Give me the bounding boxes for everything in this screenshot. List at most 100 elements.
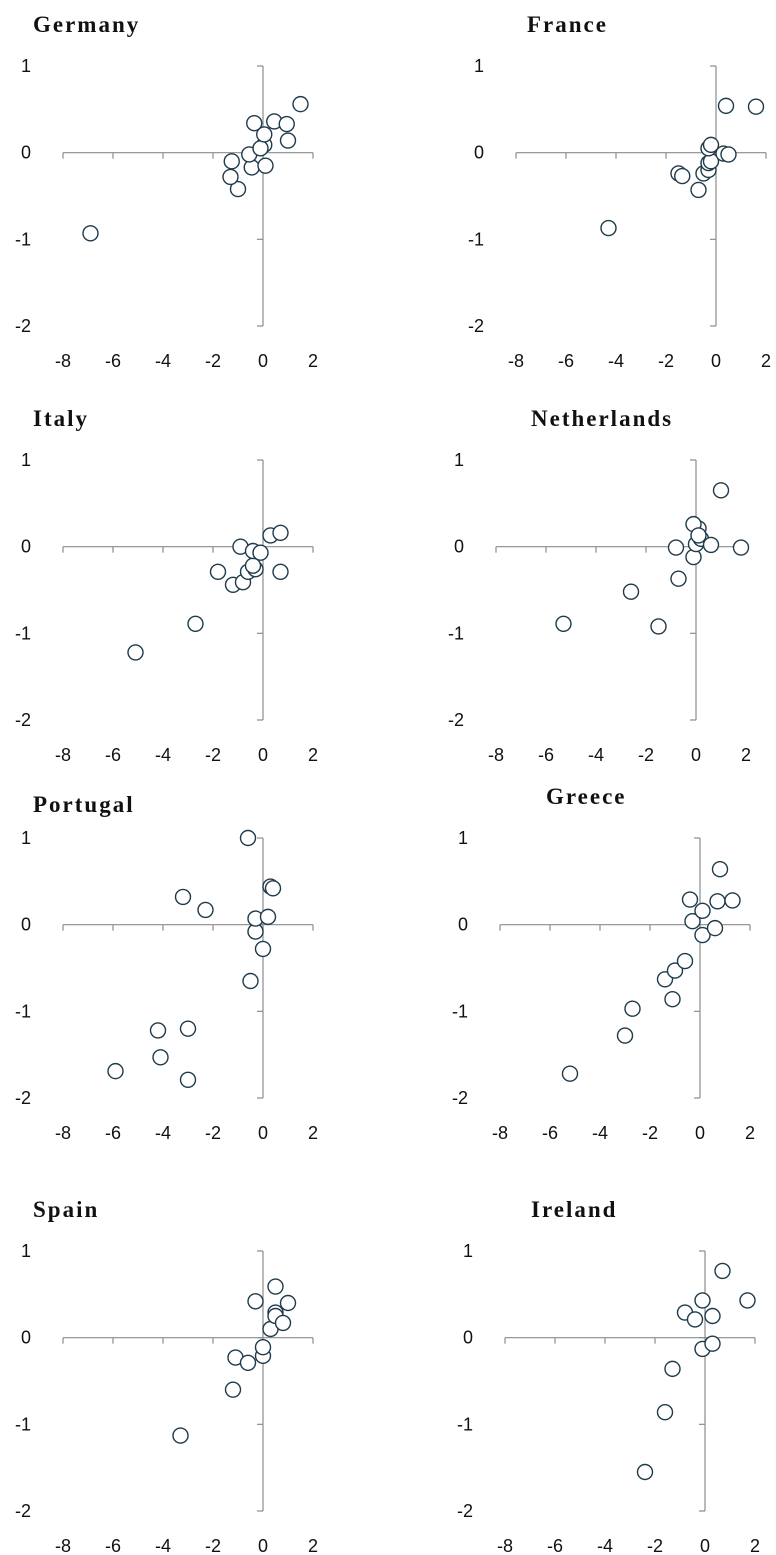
data-point <box>674 167 691 185</box>
data-point <box>711 861 729 878</box>
x-tick-label: 0 <box>700 1536 710 1555</box>
data-point <box>600 219 617 237</box>
y-tick-label: 1 <box>474 56 484 76</box>
data-point <box>292 95 309 113</box>
x-tick-label: -6 <box>547 1536 563 1555</box>
data-point <box>684 913 701 930</box>
chart-title: France <box>527 12 608 37</box>
data-point <box>690 527 707 544</box>
x-tick-label: 2 <box>741 745 751 765</box>
data-point <box>107 1062 124 1080</box>
x-tick-label: -6 <box>105 351 121 371</box>
data-point <box>709 893 726 910</box>
data-point <box>747 98 765 115</box>
data-point <box>252 544 269 561</box>
data-point <box>555 615 572 632</box>
y-tick-label: 0 <box>21 143 31 163</box>
y-tick-label: -2 <box>468 316 484 336</box>
data-point <box>702 536 720 554</box>
y-tick-label: -1 <box>468 229 484 249</box>
data-point <box>254 940 272 958</box>
data-point <box>714 1262 731 1280</box>
data-point <box>172 1427 189 1444</box>
x-tick-label: -8 <box>497 1536 513 1555</box>
y-tick-label: -2 <box>457 1501 473 1521</box>
data-point <box>187 615 204 632</box>
x-tick-label: -2 <box>658 351 674 371</box>
data-point <box>681 891 699 908</box>
y-tick-label: 0 <box>21 915 31 935</box>
data-point <box>267 1278 284 1295</box>
data-point <box>624 1000 641 1017</box>
y-tick-label: 0 <box>458 915 468 935</box>
data-point <box>209 563 227 580</box>
data-point <box>222 168 239 186</box>
x-tick-label: -4 <box>155 745 171 765</box>
y-tick-label: 0 <box>21 537 31 557</box>
x-tick-label: 0 <box>258 1123 268 1143</box>
x-tick-label: -2 <box>642 1123 658 1143</box>
data-point <box>732 539 750 556</box>
data-point <box>694 1292 711 1309</box>
data-point <box>670 570 687 587</box>
y-tick-label: 1 <box>21 828 31 848</box>
x-tick-label: 2 <box>761 351 771 371</box>
data-point <box>724 892 741 909</box>
x-tick-label: -2 <box>205 1123 221 1143</box>
y-tick-label: -1 <box>448 623 464 643</box>
x-tick-label: -4 <box>155 351 171 371</box>
y-tick-label: 1 <box>454 450 464 470</box>
data-point <box>704 1307 721 1325</box>
chart-title: Spain <box>33 1197 99 1222</box>
x-tick-label: 0 <box>691 745 701 765</box>
data-point <box>174 888 192 906</box>
data-point <box>274 1314 292 1332</box>
data-point <box>279 132 297 149</box>
y-tick-label: 0 <box>463 1328 473 1348</box>
data-point <box>686 1311 704 1328</box>
data-point <box>127 644 144 661</box>
chart-title: Germany <box>33 12 140 37</box>
data-point <box>650 618 667 635</box>
data-point <box>694 902 711 919</box>
y-tick-label: -1 <box>15 229 31 249</box>
x-tick-label: -6 <box>105 745 121 765</box>
x-tick-label: -4 <box>597 1536 613 1555</box>
data-point <box>179 1071 197 1089</box>
data-point <box>666 962 684 979</box>
y-tick-label: -2 <box>452 1088 468 1108</box>
data-point <box>259 908 277 926</box>
data-point <box>239 1354 257 1372</box>
chart-panel-0: Germany -8 -6 -4 -2 0 2 1 0 -1 -2 <box>15 12 318 371</box>
x-tick-label: 2 <box>308 1123 318 1143</box>
data-point <box>254 1338 272 1356</box>
x-tick-label: -4 <box>608 351 624 371</box>
x-tick-label: -4 <box>588 745 604 765</box>
x-tick-label: 2 <box>308 745 318 765</box>
chart-panel-4: Portugal -8 -6 -4 -2 0 2 1 0 -1 -2 <box>15 792 318 1143</box>
x-tick-label: 0 <box>695 1123 705 1143</box>
x-tick-label: 2 <box>308 351 318 371</box>
y-tick-label: -2 <box>15 316 31 336</box>
x-tick-label: -4 <box>155 1123 171 1143</box>
data-point <box>179 1020 197 1037</box>
data-point <box>636 1463 654 1481</box>
data-point <box>152 1049 169 1066</box>
data-point <box>246 114 263 132</box>
data-point <box>223 153 240 170</box>
x-tick-label: -8 <box>508 351 524 371</box>
x-tick-label: -6 <box>105 1536 121 1555</box>
x-tick-label: -6 <box>538 745 554 765</box>
data-point <box>616 1027 634 1044</box>
data-point <box>229 180 247 198</box>
y-tick-label: -1 <box>452 1001 468 1021</box>
data-point <box>702 136 720 154</box>
chart-panel-1: France -8 -6 -4 -2 0 2 1 0 -1 -2 <box>468 12 771 371</box>
data-point <box>690 181 707 199</box>
x-tick-label: 0 <box>258 1536 268 1555</box>
y-tick-label: 0 <box>21 1328 31 1348</box>
data-point <box>224 1381 242 1398</box>
data-point <box>622 583 640 600</box>
x-tick-label: -8 <box>492 1123 508 1143</box>
